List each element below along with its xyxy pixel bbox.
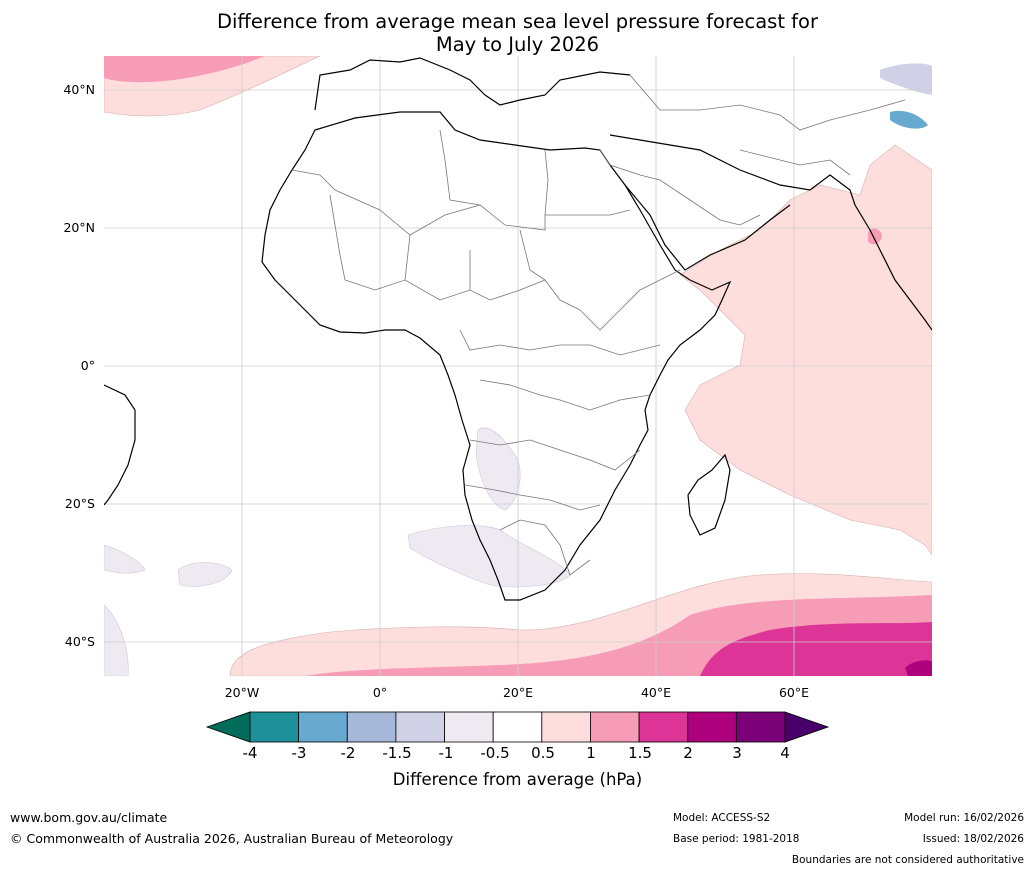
anomaly-region-south-ocean-max [905, 660, 932, 676]
colorbar-tick: 3 [732, 744, 742, 762]
lon-label-40e: 40°E [640, 685, 672, 700]
anomaly-region-south-ocean-strong [700, 622, 932, 676]
lat-label-20s: 20°S [64, 496, 95, 511]
europe-coastline [314, 57, 631, 111]
colorbar-tick: -0.5 [480, 744, 510, 762]
red-sea-coast [624, 184, 791, 271]
colorbar-swatch [735, 711, 786, 743]
lat-label-40n: 40°N [63, 82, 95, 97]
africa-coastline [261, 111, 732, 601]
south-america-coastline [104, 384, 136, 506]
country-borders [291, 74, 906, 576]
chart-title: Difference from average mean sea level p… [0, 10, 1035, 56]
coastlines [104, 57, 932, 601]
colorbar-tick: -4 [242, 744, 258, 762]
lat-label-20n: 20°N [63, 220, 95, 235]
colorbar-swatch [249, 711, 300, 743]
anomaly-region-nw-strong [104, 56, 265, 83]
colorbar-swatch [346, 711, 397, 743]
colorbar-tick: -1 [438, 744, 454, 762]
footer-model-run: Model run: 16/02/2026 [904, 812, 1024, 824]
title-line-2: May to July 2026 [435, 33, 600, 56]
colorbar-label: Difference from average (hPa) [392, 770, 643, 789]
colorbar-swatch [638, 711, 689, 743]
footer-issued: Issued: 18/02/2026 [922, 833, 1024, 845]
anomaly-region-indian-ocean [679, 144, 932, 556]
colorbar-swatch [298, 711, 348, 743]
title-line-1: Difference from average mean sea level p… [217, 10, 818, 33]
colorbar-tick: -1.5 [382, 744, 412, 762]
colorbar-swatch [541, 711, 591, 743]
anomaly-region-asia-negative [880, 63, 932, 95]
colorbar-swatch [444, 711, 494, 743]
colorbar-tick: 1.5 [628, 744, 652, 762]
anomaly-region-tibet-negative [890, 110, 928, 129]
anomaly-region-namibia-negative [475, 427, 521, 511]
colorbar-swatch [492, 711, 543, 743]
colorbar-under-arrow [205, 711, 251, 743]
colorbar-swatch [590, 711, 640, 743]
colorbar-swatch [687, 711, 737, 743]
anomaly-region-atlantic-negative [177, 562, 233, 587]
madagascar-coastline [687, 453, 731, 536]
lon-label-60e: 60°E [778, 685, 810, 700]
colorbar-tick: 4 [780, 744, 790, 762]
footer-base-period: Base period: 1981-2018 [673, 833, 800, 845]
colorbar-tick: 2 [683, 744, 693, 762]
arabia-coastline [609, 134, 932, 331]
colorbar-tick: -3 [291, 744, 307, 762]
colorbar-tick: 0.5 [531, 744, 555, 762]
footer-copyright: © Commonwealth of Australia 2026, Austra… [10, 831, 454, 846]
lat-label-40s: 40°S [64, 634, 95, 649]
footer-model: Model: ACCESS-S2 [673, 812, 771, 824]
footer-website: www.bom.gov.au/climate [10, 810, 168, 825]
lon-label-0: 0° [372, 685, 388, 700]
lat-label-0: 0° [80, 358, 95, 373]
colorbar-over-arrow [784, 711, 830, 743]
lon-label-20e: 20°E [502, 685, 534, 700]
colorbar-tick: 1 [586, 744, 596, 762]
colorbar-tick: -2 [340, 744, 356, 762]
anomaly-region-west-edge-negative [104, 544, 146, 676]
footer-disclaimer: Boundaries are not considered authoritat… [791, 854, 1024, 866]
colorbar-swatch [395, 711, 445, 743]
lon-label-20w: 20°W [224, 685, 260, 700]
colorbar [205, 711, 830, 743]
gridlines [104, 56, 932, 676]
